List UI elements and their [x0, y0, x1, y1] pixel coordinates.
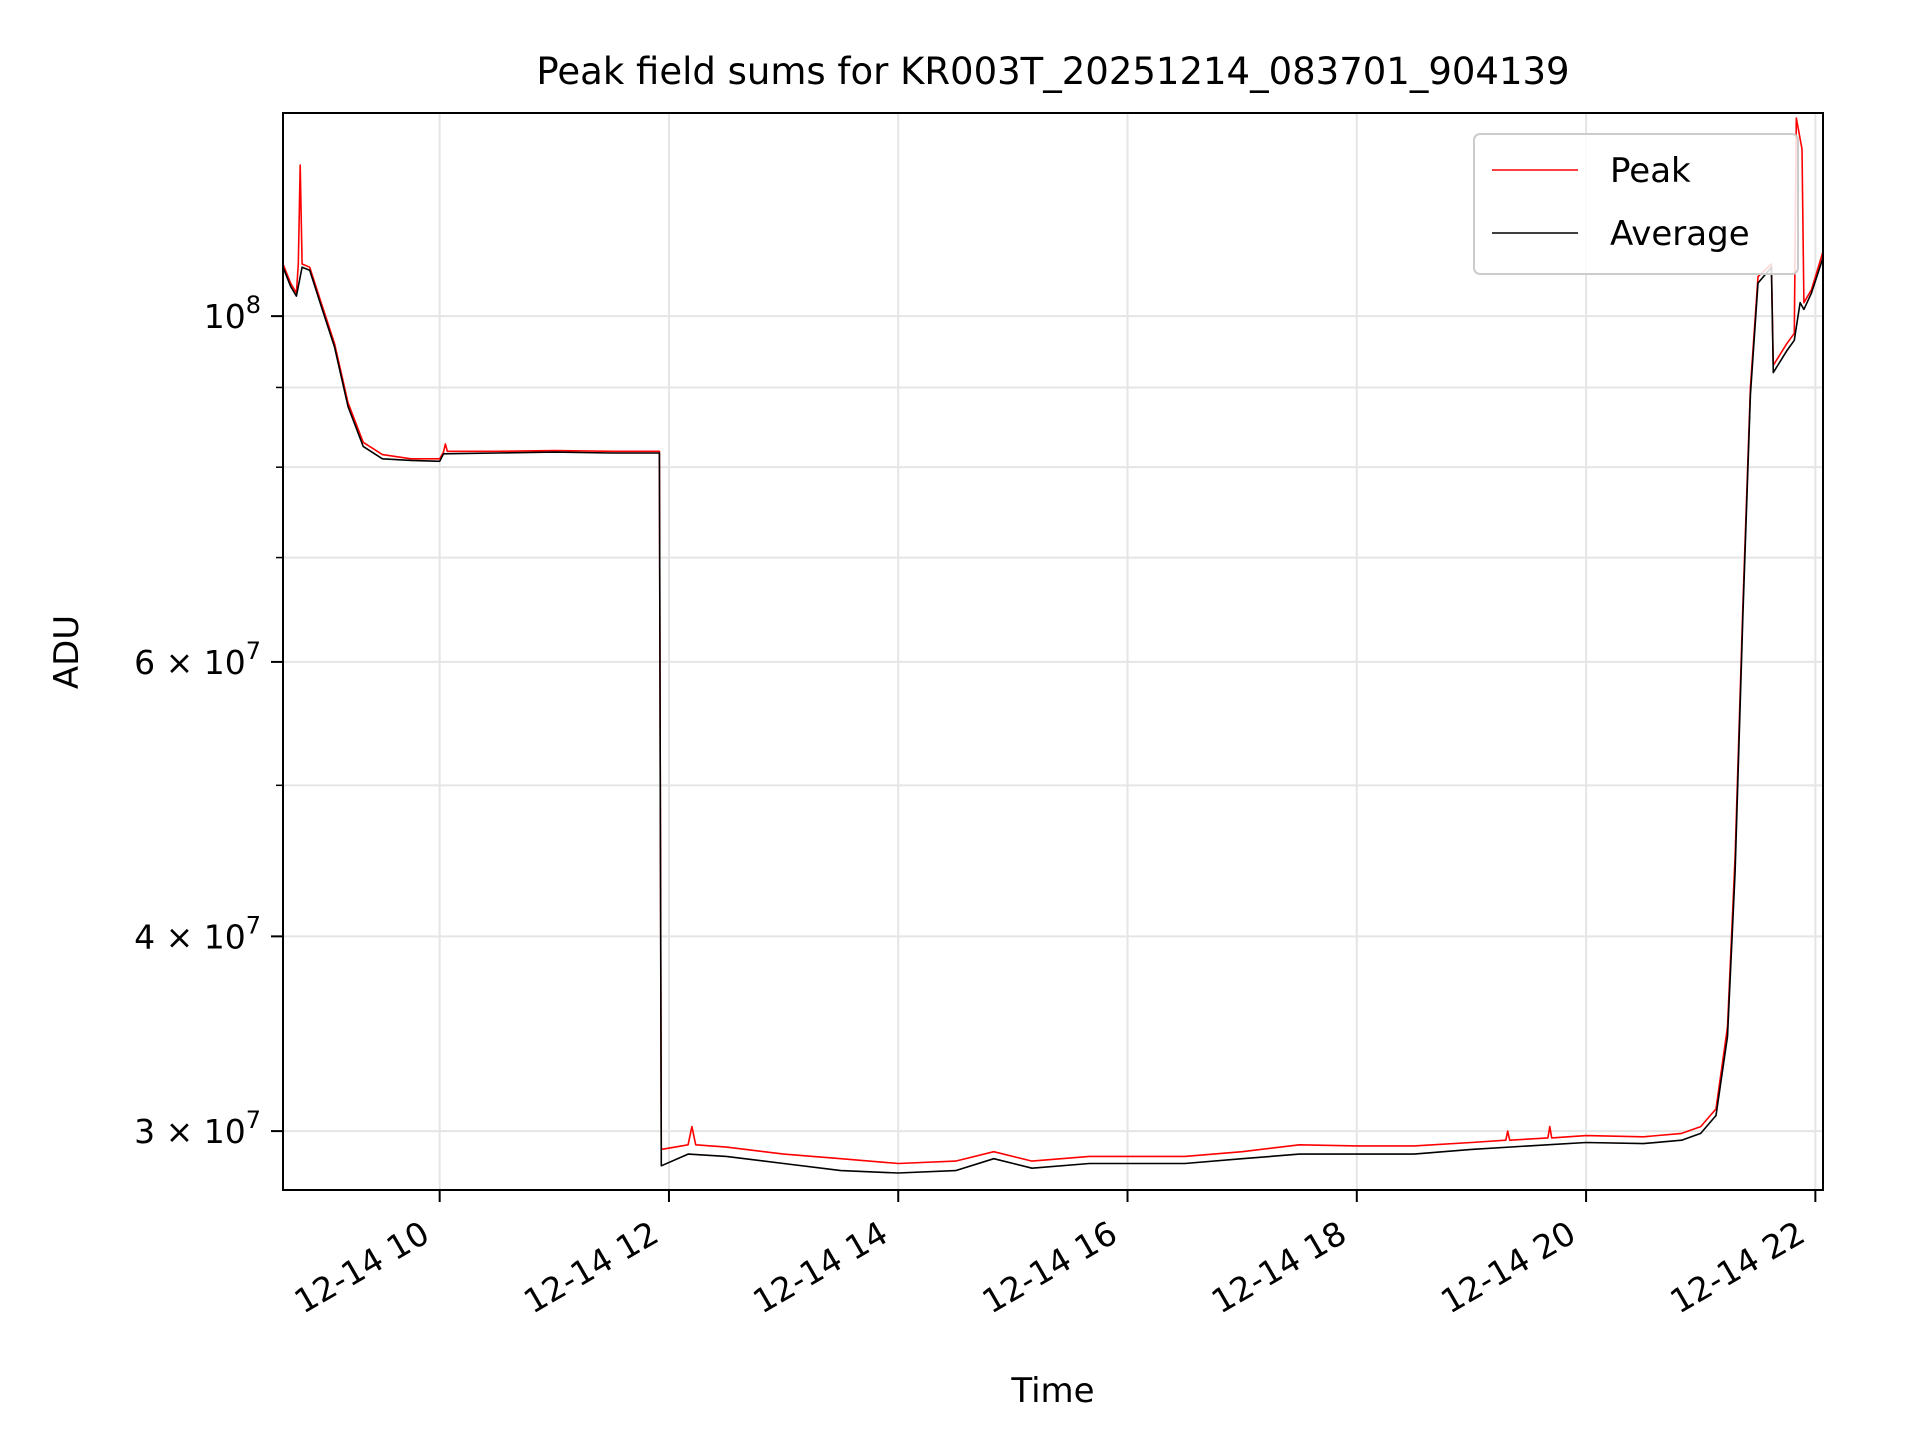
legend-average-label: Average: [1610, 214, 1750, 254]
legend: Peak Average: [1473, 133, 1799, 275]
series-average-line: [282, 257, 1824, 1174]
y-axis-label: ADU: [47, 615, 87, 689]
legend-peak-label: Peak: [1610, 151, 1691, 191]
chart-title: Peak field sums for KR003T_20251214_0837…: [536, 50, 1569, 93]
plot-frame: [282, 112, 1824, 1191]
y-tick-label: 4 × 107: [134, 911, 261, 956]
y-tick-label: 6 × 107: [134, 637, 261, 682]
x-axis-label: Time: [1010, 1371, 1094, 1411]
legend-box: [1473, 133, 1799, 275]
grid: [283, 113, 1823, 1190]
plot-area: [282, 117, 1824, 1174]
y-tick-label: 3 × 107: [134, 1106, 261, 1151]
